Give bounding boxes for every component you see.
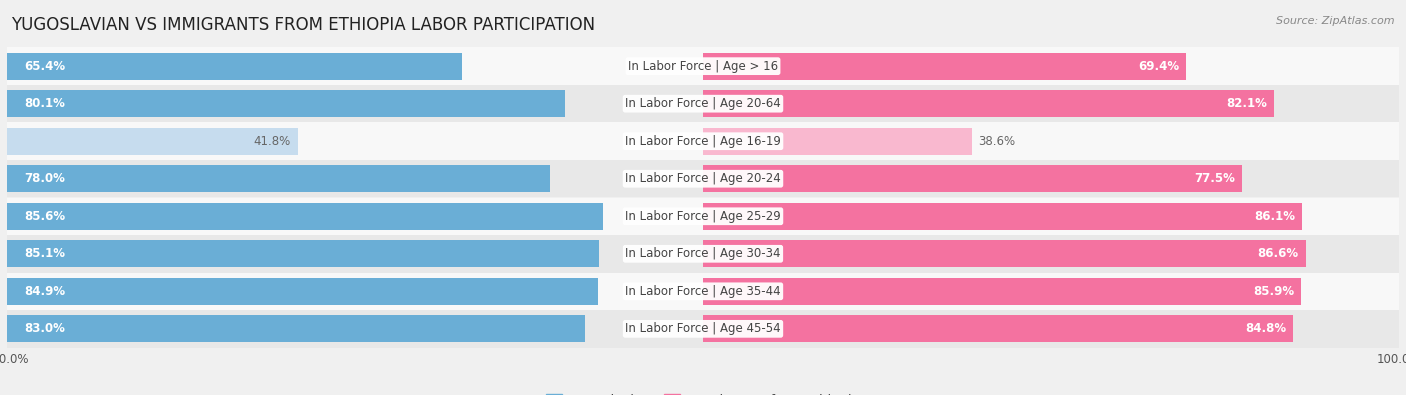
Text: 77.5%: 77.5%: [1195, 172, 1236, 185]
Text: 85.6%: 85.6%: [24, 210, 66, 223]
Bar: [7, 160, 1399, 198]
Text: 41.8%: 41.8%: [253, 135, 291, 148]
Bar: [7, 90, 564, 117]
Text: In Labor Force | Age 20-64: In Labor Force | Age 20-64: [626, 97, 780, 110]
Bar: [7, 198, 1399, 235]
Text: 38.6%: 38.6%: [979, 135, 1015, 148]
Text: Source: ZipAtlas.com: Source: ZipAtlas.com: [1277, 16, 1395, 26]
Legend: Yugoslavian, Immigrants from Ethiopia: Yugoslavian, Immigrants from Ethiopia: [546, 394, 860, 395]
Bar: [7, 315, 585, 342]
Bar: [7, 122, 1399, 160]
Bar: [703, 203, 1302, 230]
Bar: [7, 128, 298, 155]
Bar: [7, 53, 463, 80]
Text: In Labor Force | Age 16-19: In Labor Force | Age 16-19: [626, 135, 780, 148]
Text: 85.1%: 85.1%: [24, 247, 66, 260]
Bar: [7, 278, 598, 305]
Bar: [7, 240, 599, 267]
Bar: [7, 235, 1399, 273]
Text: 86.1%: 86.1%: [1254, 210, 1295, 223]
Bar: [7, 165, 550, 192]
Bar: [7, 47, 1399, 85]
Bar: [703, 165, 1243, 192]
Text: 86.6%: 86.6%: [1257, 247, 1299, 260]
Text: 69.4%: 69.4%: [1137, 60, 1180, 73]
Text: 85.9%: 85.9%: [1253, 285, 1294, 298]
Bar: [703, 128, 972, 155]
Bar: [703, 278, 1301, 305]
Text: In Labor Force | Age 30-34: In Labor Force | Age 30-34: [626, 247, 780, 260]
Text: YUGOSLAVIAN VS IMMIGRANTS FROM ETHIOPIA LABOR PARTICIPATION: YUGOSLAVIAN VS IMMIGRANTS FROM ETHIOPIA …: [11, 16, 595, 34]
Text: In Labor Force | Age 20-24: In Labor Force | Age 20-24: [626, 172, 780, 185]
Bar: [7, 310, 1399, 348]
Text: 78.0%: 78.0%: [24, 172, 65, 185]
Text: In Labor Force | Age 45-54: In Labor Force | Age 45-54: [626, 322, 780, 335]
Text: 84.9%: 84.9%: [24, 285, 66, 298]
Bar: [7, 273, 1399, 310]
Text: 82.1%: 82.1%: [1226, 97, 1267, 110]
Text: In Labor Force | Age > 16: In Labor Force | Age > 16: [628, 60, 778, 73]
Text: 80.1%: 80.1%: [24, 97, 65, 110]
Text: In Labor Force | Age 35-44: In Labor Force | Age 35-44: [626, 285, 780, 298]
Text: 65.4%: 65.4%: [24, 60, 66, 73]
Text: In Labor Force | Age 25-29: In Labor Force | Age 25-29: [626, 210, 780, 223]
Bar: [703, 315, 1294, 342]
Bar: [7, 85, 1399, 122]
Bar: [703, 90, 1274, 117]
Text: 83.0%: 83.0%: [24, 322, 65, 335]
Bar: [703, 53, 1187, 80]
Bar: [7, 203, 603, 230]
Text: 84.8%: 84.8%: [1246, 322, 1286, 335]
Bar: [703, 240, 1306, 267]
